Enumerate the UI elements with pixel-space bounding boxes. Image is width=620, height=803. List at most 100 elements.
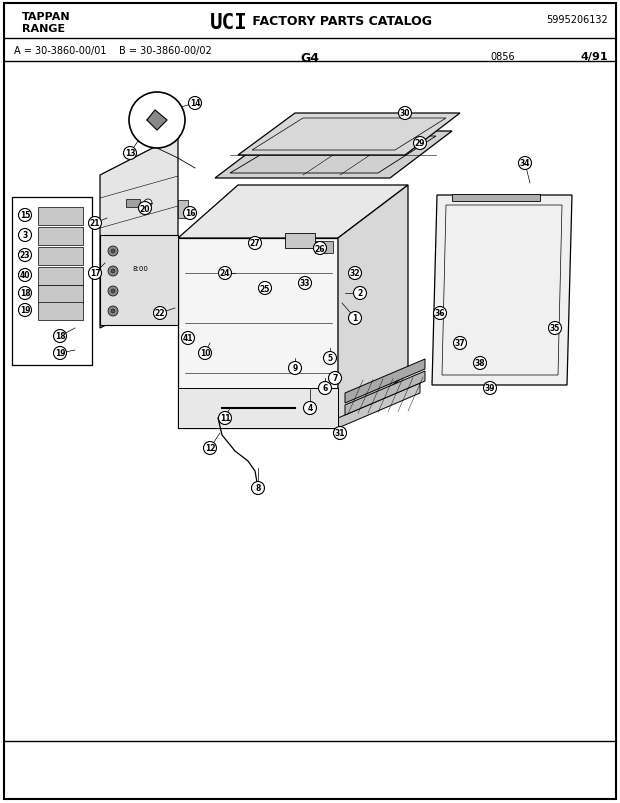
Text: 36: 36 [435, 309, 445, 318]
Text: 26: 26 [315, 244, 326, 253]
Polygon shape [178, 389, 338, 429]
Polygon shape [238, 114, 460, 156]
Text: 23: 23 [20, 251, 30, 260]
Circle shape [89, 218, 102, 230]
Circle shape [108, 287, 118, 296]
Text: 13: 13 [125, 149, 135, 158]
Circle shape [108, 247, 118, 257]
Text: 0856: 0856 [490, 52, 515, 62]
Circle shape [129, 93, 185, 149]
Bar [38, 303, 83, 320]
Circle shape [218, 267, 231, 280]
Text: 18: 18 [20, 289, 30, 298]
Bar [38, 228, 83, 246]
Circle shape [198, 347, 211, 360]
Circle shape [111, 250, 115, 254]
Text: 2: 2 [357, 289, 363, 298]
Text: 8: 8 [255, 484, 260, 493]
Bar [38, 208, 83, 226]
Text: 8:00: 8:00 [132, 266, 148, 271]
Circle shape [19, 269, 32, 282]
Circle shape [348, 267, 361, 280]
Text: 1: 1 [352, 314, 358, 323]
Circle shape [399, 108, 412, 120]
Circle shape [108, 307, 118, 316]
Text: 5995206132: 5995206132 [546, 15, 608, 25]
Polygon shape [432, 196, 572, 385]
Text: 33: 33 [299, 279, 310, 288]
Text: 20: 20 [140, 204, 150, 214]
Text: 27: 27 [250, 239, 260, 248]
Bar [38, 286, 83, 304]
Circle shape [184, 207, 197, 220]
Circle shape [53, 330, 66, 343]
Text: UCI: UCI [210, 13, 248, 33]
Circle shape [108, 267, 118, 277]
Circle shape [329, 372, 342, 385]
Text: 38: 38 [475, 359, 485, 368]
Text: A = 30-3860-00/01    B = 30-3860-00/02: A = 30-3860-00/01 B = 30-3860-00/02 [14, 46, 212, 56]
Circle shape [19, 304, 32, 317]
Text: 22: 22 [155, 309, 166, 318]
Text: 30: 30 [400, 109, 410, 118]
Bar [285, 234, 315, 249]
Text: 31: 31 [335, 429, 345, 438]
Circle shape [19, 249, 32, 262]
Text: 9: 9 [293, 364, 298, 373]
Circle shape [298, 277, 311, 290]
Circle shape [433, 307, 446, 320]
Text: 6: 6 [322, 384, 327, 393]
Text: 14: 14 [190, 100, 200, 108]
Bar [178, 201, 188, 218]
Text: 39: 39 [485, 384, 495, 393]
Text: 19: 19 [55, 349, 65, 358]
Circle shape [474, 357, 487, 370]
Text: TAPPAN: TAPPAN [22, 12, 71, 22]
Text: 7: 7 [332, 374, 338, 383]
Circle shape [111, 310, 115, 314]
Circle shape [203, 442, 216, 455]
Circle shape [138, 202, 151, 215]
Circle shape [19, 287, 32, 300]
Circle shape [353, 287, 366, 300]
Bar [452, 195, 540, 202]
Text: 29: 29 [415, 140, 425, 149]
Text: 17: 17 [90, 269, 100, 278]
Polygon shape [178, 185, 408, 238]
Bar [126, 200, 140, 208]
Circle shape [249, 237, 262, 251]
Polygon shape [338, 384, 420, 429]
Circle shape [324, 352, 337, 365]
Text: 10: 10 [200, 349, 210, 358]
Text: 34: 34 [520, 159, 530, 169]
Text: 3: 3 [22, 231, 28, 240]
Circle shape [154, 307, 167, 320]
Text: 25: 25 [260, 284, 270, 293]
Circle shape [123, 147, 136, 161]
Text: FACTORY PARTS CATALOG: FACTORY PARTS CATALOG [248, 15, 432, 28]
Circle shape [19, 210, 32, 222]
Bar [12, 198, 92, 365]
Bar [38, 247, 83, 266]
Text: 24: 24 [219, 269, 230, 278]
Text: RANGE: RANGE [22, 24, 65, 34]
Text: 19: 19 [20, 306, 30, 315]
Text: 40: 40 [20, 271, 30, 280]
Text: eReplacementParts.com: eReplacementParts.com [198, 320, 317, 331]
Text: 4/91: 4/91 [580, 52, 608, 62]
Circle shape [453, 337, 466, 350]
Circle shape [218, 412, 231, 425]
Text: 32: 32 [350, 269, 360, 278]
Circle shape [348, 312, 361, 325]
Text: 16: 16 [185, 210, 195, 218]
Text: 41: 41 [183, 334, 193, 343]
Circle shape [549, 322, 562, 335]
Circle shape [314, 243, 327, 255]
Circle shape [19, 229, 32, 243]
Circle shape [484, 382, 497, 395]
Polygon shape [338, 185, 408, 429]
Text: 37: 37 [454, 339, 466, 348]
Polygon shape [215, 132, 452, 179]
Circle shape [89, 267, 102, 280]
Text: 18: 18 [55, 332, 65, 341]
